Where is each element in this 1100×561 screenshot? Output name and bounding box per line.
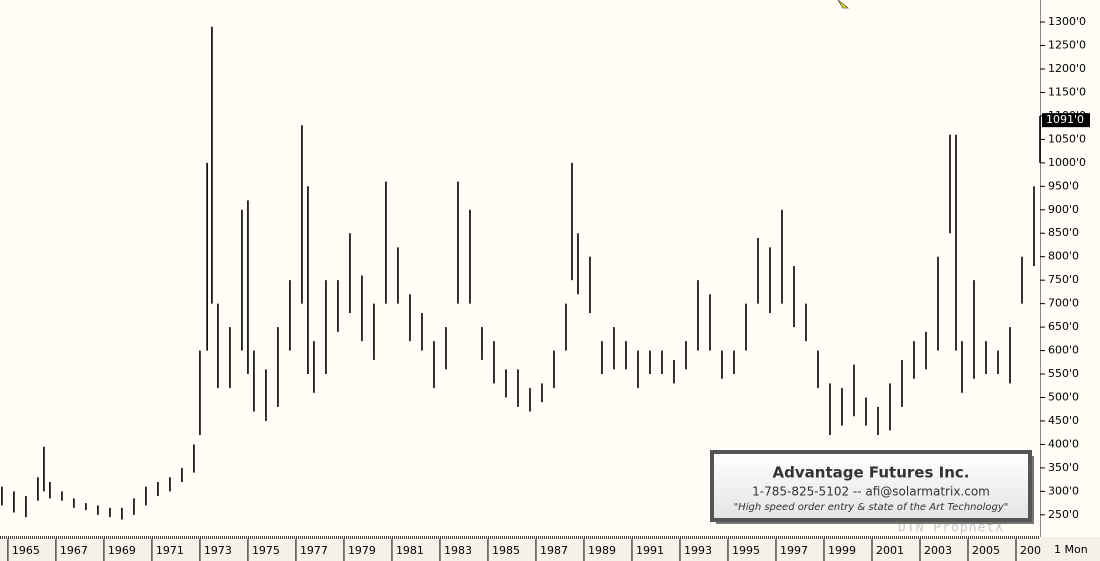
y-tick-label: 1150'0 [1048, 85, 1086, 98]
y-tick-label: 1300'0 [1048, 15, 1086, 28]
x-tick-label: 1999 [828, 544, 856, 557]
x-tick-label: 1969 [108, 544, 136, 557]
y-tick-label: 800'0 [1048, 250, 1079, 263]
x-tick-label: 1995 [732, 544, 760, 557]
x-tick-label: 1973 [204, 544, 232, 557]
y-tick-label: 900'0 [1048, 203, 1079, 216]
x-tick-label: 2001 [876, 544, 904, 557]
x-tick-label: 1989 [588, 544, 616, 557]
x-tick-label: 1971 [156, 544, 184, 557]
x-tick-label: 2003 [924, 544, 952, 557]
y-tick-label: 600'0 [1048, 344, 1079, 357]
x-tick-label: 2005 [972, 544, 1000, 557]
y-tick-label: 450'0 [1048, 414, 1079, 427]
x-tick-label: 1979 [348, 544, 376, 557]
x-tick-label: 1983 [444, 544, 472, 557]
x-tick-label: 1981 [396, 544, 424, 557]
y-tick-label: 350'0 [1048, 461, 1079, 474]
y-tick-label: 850'0 [1048, 226, 1079, 239]
x-tick-label: 1987 [540, 544, 568, 557]
watermark: DTN ProphetX [898, 521, 1004, 536]
x-tick-label: 2007 [1020, 544, 1048, 557]
ad-contact: 1-785-825-5102 -- afi@solarmatrix.com [752, 485, 990, 499]
y-tick-label: 300'0 [1048, 484, 1079, 497]
x-tick-label: 1965 [12, 544, 40, 557]
y-tick-label: 650'0 [1048, 320, 1079, 333]
x-axis-band [0, 537, 1100, 561]
y-tick-label: 1050'0 [1048, 132, 1086, 145]
period-label: 1 Mon [1054, 543, 1088, 556]
y-tick-label: 1200'0 [1048, 62, 1086, 75]
y-tick-label: 250'0 [1048, 508, 1079, 521]
x-tick-label: 1975 [252, 544, 280, 557]
x-axis: 1965 1967 1969 1971 1973 1975 1977 1979 1981 1983… [7, 539, 1048, 561]
y-tick-label: 400'0 [1048, 437, 1079, 450]
last-price-label: 1091'0 [1046, 113, 1084, 126]
x-tick-label: 1977 [300, 544, 328, 557]
plot: 250'0 300'0 350'0 400'0 450'0 500'0 550'0 600'0… [1, 15, 1090, 521]
x-tick-label: 1967 [60, 544, 88, 557]
x-tick-label: 1985 [492, 544, 520, 557]
y-tick-label: 1000'0 [1048, 156, 1086, 169]
x-tick-label: 1997 [780, 544, 808, 557]
y-tick-label: 550'0 [1048, 367, 1079, 380]
last-price-box [1042, 113, 1090, 128]
y-tick-label: 1250'0 [1048, 39, 1086, 52]
ad-title: Advantage Futures Inc. [773, 464, 970, 482]
x-tick-label: 1991 [636, 544, 664, 557]
y-tick-label: 700'0 [1048, 297, 1079, 310]
cursor [837, 0, 850, 9]
ad-box: Advantage Futures Inc. 1-785-825-5102 --… [710, 450, 1034, 524]
ad-panel [710, 450, 1032, 522]
y-tick-label: 750'0 [1048, 273, 1079, 286]
x-tick-label: 1993 [684, 544, 712, 557]
y-tick-label: 950'0 [1048, 179, 1079, 192]
y-tick-label: 500'0 [1048, 390, 1079, 403]
ad-tagline: "High speed order entry & state of the A… [734, 502, 1009, 513]
